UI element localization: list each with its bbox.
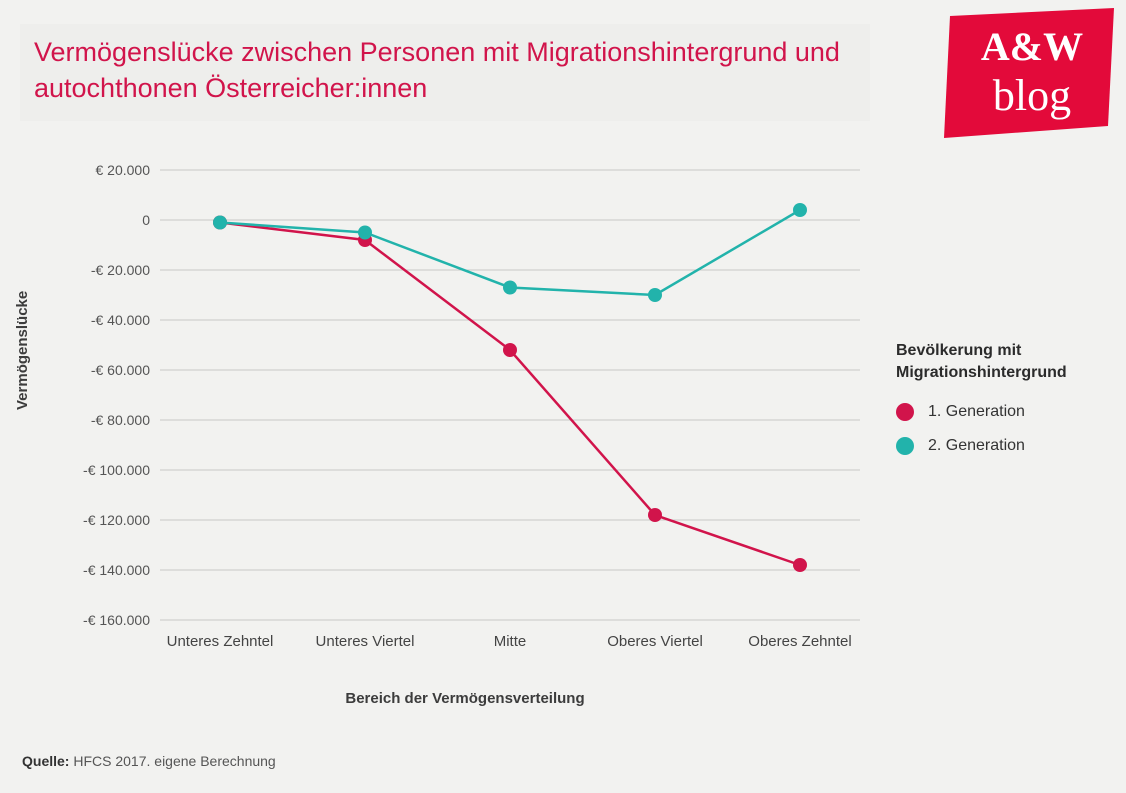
svg-text:Oberes Zehntel: Oberes Zehntel [748, 633, 851, 650]
chart-title: Vermögenslücke zwischen Personen mit Mig… [34, 34, 856, 107]
legend-item-gen2: 2. Generation [896, 437, 1106, 455]
chart-plot: € 20.000 0 -€ 20.000 -€ 40.000 -€ 60.000 -€ 8… [60, 160, 870, 680]
legend-title: Bevölkerung mit Migrationshintergrund [896, 340, 1106, 385]
legend-swatch-icon [896, 403, 914, 421]
svg-text:-€ 20.000: -€ 20.000 [91, 262, 150, 278]
legend: Bevölkerung mit Migrationshintergrund 1.… [896, 340, 1106, 471]
svg-text:-€ 40.000: -€ 40.000 [91, 312, 150, 328]
svg-text:Mitte: Mitte [494, 633, 527, 650]
svg-text:A&W: A&W [981, 24, 1083, 69]
svg-text:-€ 80.000: -€ 80.000 [91, 412, 150, 428]
svg-text:-€ 100.000: -€ 100.000 [83, 462, 150, 478]
legend-label: 2. Generation [928, 437, 1025, 455]
svg-text:Oberes Viertel: Oberes Viertel [607, 633, 703, 650]
svg-text:Unteres Zehntel: Unteres Zehntel [167, 633, 274, 650]
legend-swatch-icon [896, 437, 914, 455]
svg-text:-€ 160.000: -€ 160.000 [83, 612, 150, 628]
x-axis-label: Bereich der Vermögensverteilung [60, 690, 870, 707]
legend-item-gen1: 1. Generation [896, 403, 1106, 421]
source-label: Quelle: [22, 753, 69, 769]
y-axis-label: Vermögenslücke [14, 291, 31, 410]
brand-logo: A&W blog [944, 8, 1114, 138]
source-text: HFCS 2017. eigene Berechnung [73, 753, 275, 769]
svg-text:blog: blog [993, 71, 1071, 120]
svg-text:Unteres Viertel: Unteres Viertel [316, 633, 415, 650]
chart-title-bar: Vermögenslücke zwischen Personen mit Mig… [20, 24, 870, 121]
svg-text:€ 20.000: € 20.000 [96, 162, 151, 178]
legend-label: 1. Generation [928, 403, 1025, 421]
svg-text:0: 0 [142, 212, 150, 228]
svg-text:-€ 140.000: -€ 140.000 [83, 562, 150, 578]
svg-text:-€ 60.000: -€ 60.000 [91, 362, 150, 378]
svg-text:-€ 120.000: -€ 120.000 [83, 512, 150, 528]
source-line: Quelle: HFCS 2017. eigene Berechnung [22, 753, 276, 769]
